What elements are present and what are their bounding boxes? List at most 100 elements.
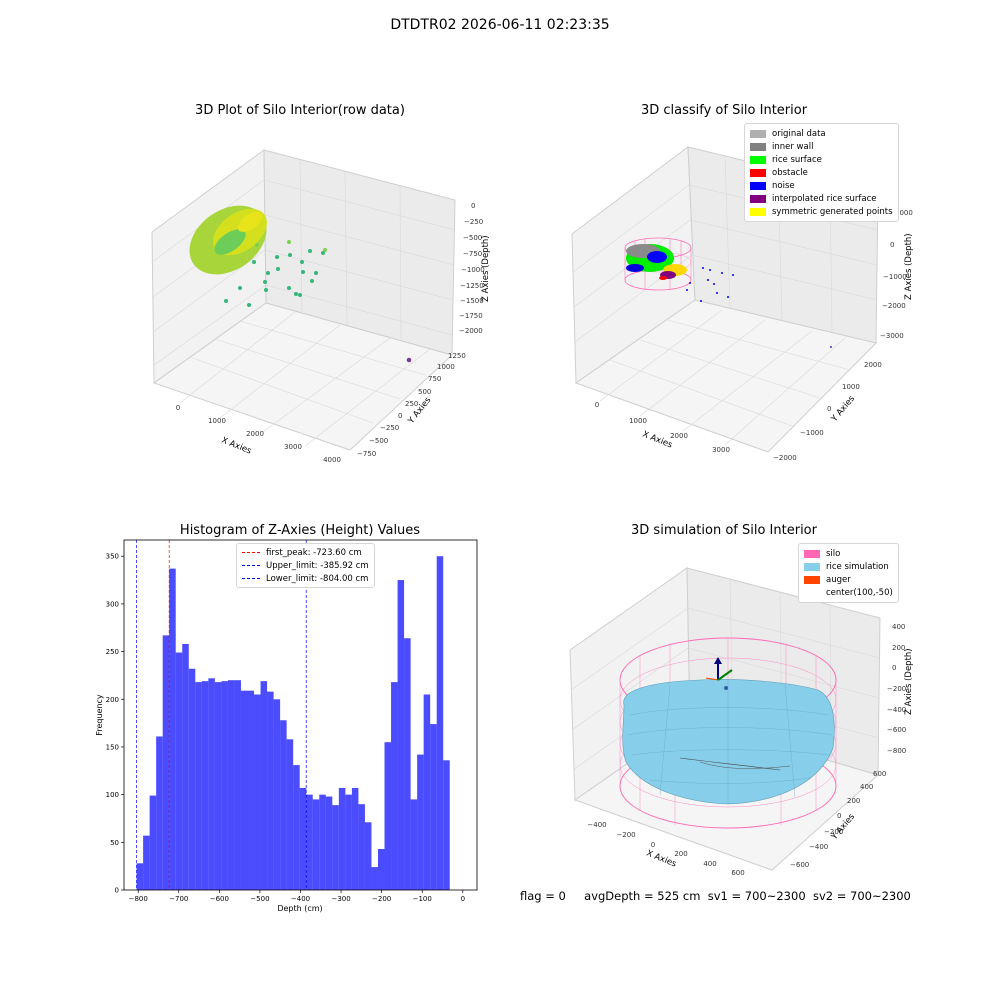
x-tick-label: −800 [129, 895, 148, 903]
y-tick-label: 100 [106, 791, 119, 799]
x-tick-label: −400 [291, 895, 310, 903]
histogram-bar [397, 580, 405, 890]
legend-item-symmetric: symmetric generated points [750, 205, 893, 218]
svg-text:0: 0 [892, 664, 896, 672]
svg-text:−1750: −1750 [459, 312, 483, 320]
simulation-3d-tick-labels: −400 −200 0 200 400 600 −600 −400 −200 0… [587, 623, 906, 877]
x-tick-label: −100 [413, 895, 432, 903]
legend-swatch [750, 155, 766, 164]
legend-swatch [804, 575, 820, 584]
histogram-bar [384, 742, 392, 890]
svg-text:0: 0 [176, 404, 180, 412]
histogram-bar [227, 680, 235, 890]
legend-swatch [750, 181, 766, 190]
histogram-bar [364, 822, 372, 890]
histogram-bar [430, 724, 437, 890]
svg-text:1250: 1250 [448, 352, 466, 360]
svg-text:−600: −600 [790, 861, 809, 869]
svg-text:−600: −600 [887, 726, 906, 734]
svg-text:600: 600 [731, 869, 744, 877]
histogram-legend: first_peak: -723.60 cm Upper_limit: -385… [236, 543, 375, 588]
simulation-3d-x-label: X Axies [645, 849, 678, 870]
histogram-bar [338, 787, 346, 890]
histogram-bar [143, 835, 150, 890]
legend-item-auger: auger [804, 573, 893, 586]
svg-text:0: 0 [890, 241, 894, 249]
histogram-bar [182, 643, 189, 890]
raw-3d-tick-labels: 0 1000 2000 3000 4000 −750 −500 −250 0 2… [176, 202, 485, 464]
legend-swatch [750, 168, 766, 177]
classify-3d-plot: 0 1000 2000 3000 −2000 −1000 0 1000 2000… [571, 146, 914, 462]
svg-text:−1000: −1000 [883, 273, 907, 281]
histogram-bar [417, 754, 424, 890]
histogram-bar [175, 652, 183, 890]
histogram-bar [162, 635, 170, 890]
histogram-bar [299, 787, 307, 890]
svg-text:400: 400 [892, 623, 905, 631]
y-tick-label: 200 [106, 696, 119, 704]
panel4-title: 3D simulation of Silo Interior [631, 523, 817, 538]
histogram-bar [345, 794, 352, 890]
svg-text:−3000: −3000 [880, 332, 904, 340]
classify-3d-z-label: Z Axies (Depth) [904, 233, 914, 300]
svg-text:0: 0 [827, 405, 831, 413]
svg-text:600: 600 [873, 770, 886, 778]
histogram-x-ticks: −800 −700 −600 −500 −400 −300 −200 −100 0 [129, 890, 465, 903]
histogram-bars [136, 556, 450, 890]
simulation-legend: silo rice simulation auger center(100,-5… [798, 543, 899, 603]
legend-item-center: center(100,-50) [804, 586, 893, 599]
svg-text:−400: −400 [809, 843, 828, 851]
simulation-3d-z-label: Z Axies (Depth) [904, 648, 914, 715]
legend-item-inner-wall: inner wall [750, 140, 893, 153]
x-tick-label: −200 [372, 895, 391, 903]
y-tick-label: 250 [106, 648, 119, 656]
histogram-bar [312, 799, 320, 890]
histogram-y-label: Frequency [95, 694, 104, 736]
rice-simulation-surface [622, 679, 835, 805]
svg-text:−800: −800 [887, 747, 906, 755]
svg-text:0: 0 [398, 412, 402, 420]
svg-text:−2000: −2000 [773, 454, 797, 462]
x-tick-label: −700 [169, 895, 188, 903]
histogram-chart: −800 −700 −600 −500 −400 −300 −200 −100 0 0 50 100… [95, 539, 478, 913]
histogram-bar [260, 681, 268, 890]
svg-text:1000: 1000 [208, 417, 226, 425]
legend-swatch [750, 142, 766, 151]
raw-3d-x-label: X Axies [220, 436, 253, 457]
legend-swatch [750, 129, 766, 138]
svg-text:400: 400 [703, 860, 716, 868]
histogram-bar [254, 694, 261, 890]
auger-center-marker [705, 657, 733, 690]
histogram-bar [188, 668, 196, 890]
histogram-bar [319, 794, 326, 890]
legend-item-rice-surface: rice surface [750, 153, 893, 166]
svg-text:2000: 2000 [670, 432, 688, 440]
y-tick-label: 300 [106, 600, 119, 608]
svg-text:−200: −200 [887, 685, 906, 693]
histogram-bar [351, 787, 359, 890]
histogram-x-label: Depth (cm) [277, 904, 322, 913]
x-tick-label: −500 [250, 895, 269, 903]
legend-item-rice-simulation: rice simulation [804, 560, 893, 573]
svg-text:−2000: −2000 [459, 327, 483, 335]
classify-3d-tick-labels: 0 1000 2000 3000 −2000 −1000 0 1000 2000… [595, 209, 913, 462]
histogram-bar [423, 694, 431, 890]
x-tick-label: −300 [331, 895, 350, 903]
legend-item-lower-limit: Lower_limit: -804.00 cm [242, 572, 369, 585]
svg-text:200: 200 [847, 797, 860, 805]
y-tick-label: 350 [106, 553, 119, 561]
svg-text:−500: −500 [463, 234, 482, 242]
histogram-bar [358, 804, 365, 890]
svg-text:−750: −750 [357, 450, 376, 458]
histogram-bar [208, 678, 215, 890]
histogram-bar [234, 680, 241, 890]
histogram-bar [201, 681, 209, 890]
histogram-bar [391, 682, 398, 890]
svg-text:1000: 1000 [895, 209, 913, 217]
histogram-bar [195, 682, 202, 890]
raw-3d-points [189, 205, 412, 363]
svg-text:−250: −250 [464, 218, 483, 226]
raw-3d-z-label: Z Axies (Depth) [481, 235, 491, 302]
y-tick-label: 0 [115, 887, 119, 895]
svg-text:−1000: −1000 [800, 429, 824, 437]
